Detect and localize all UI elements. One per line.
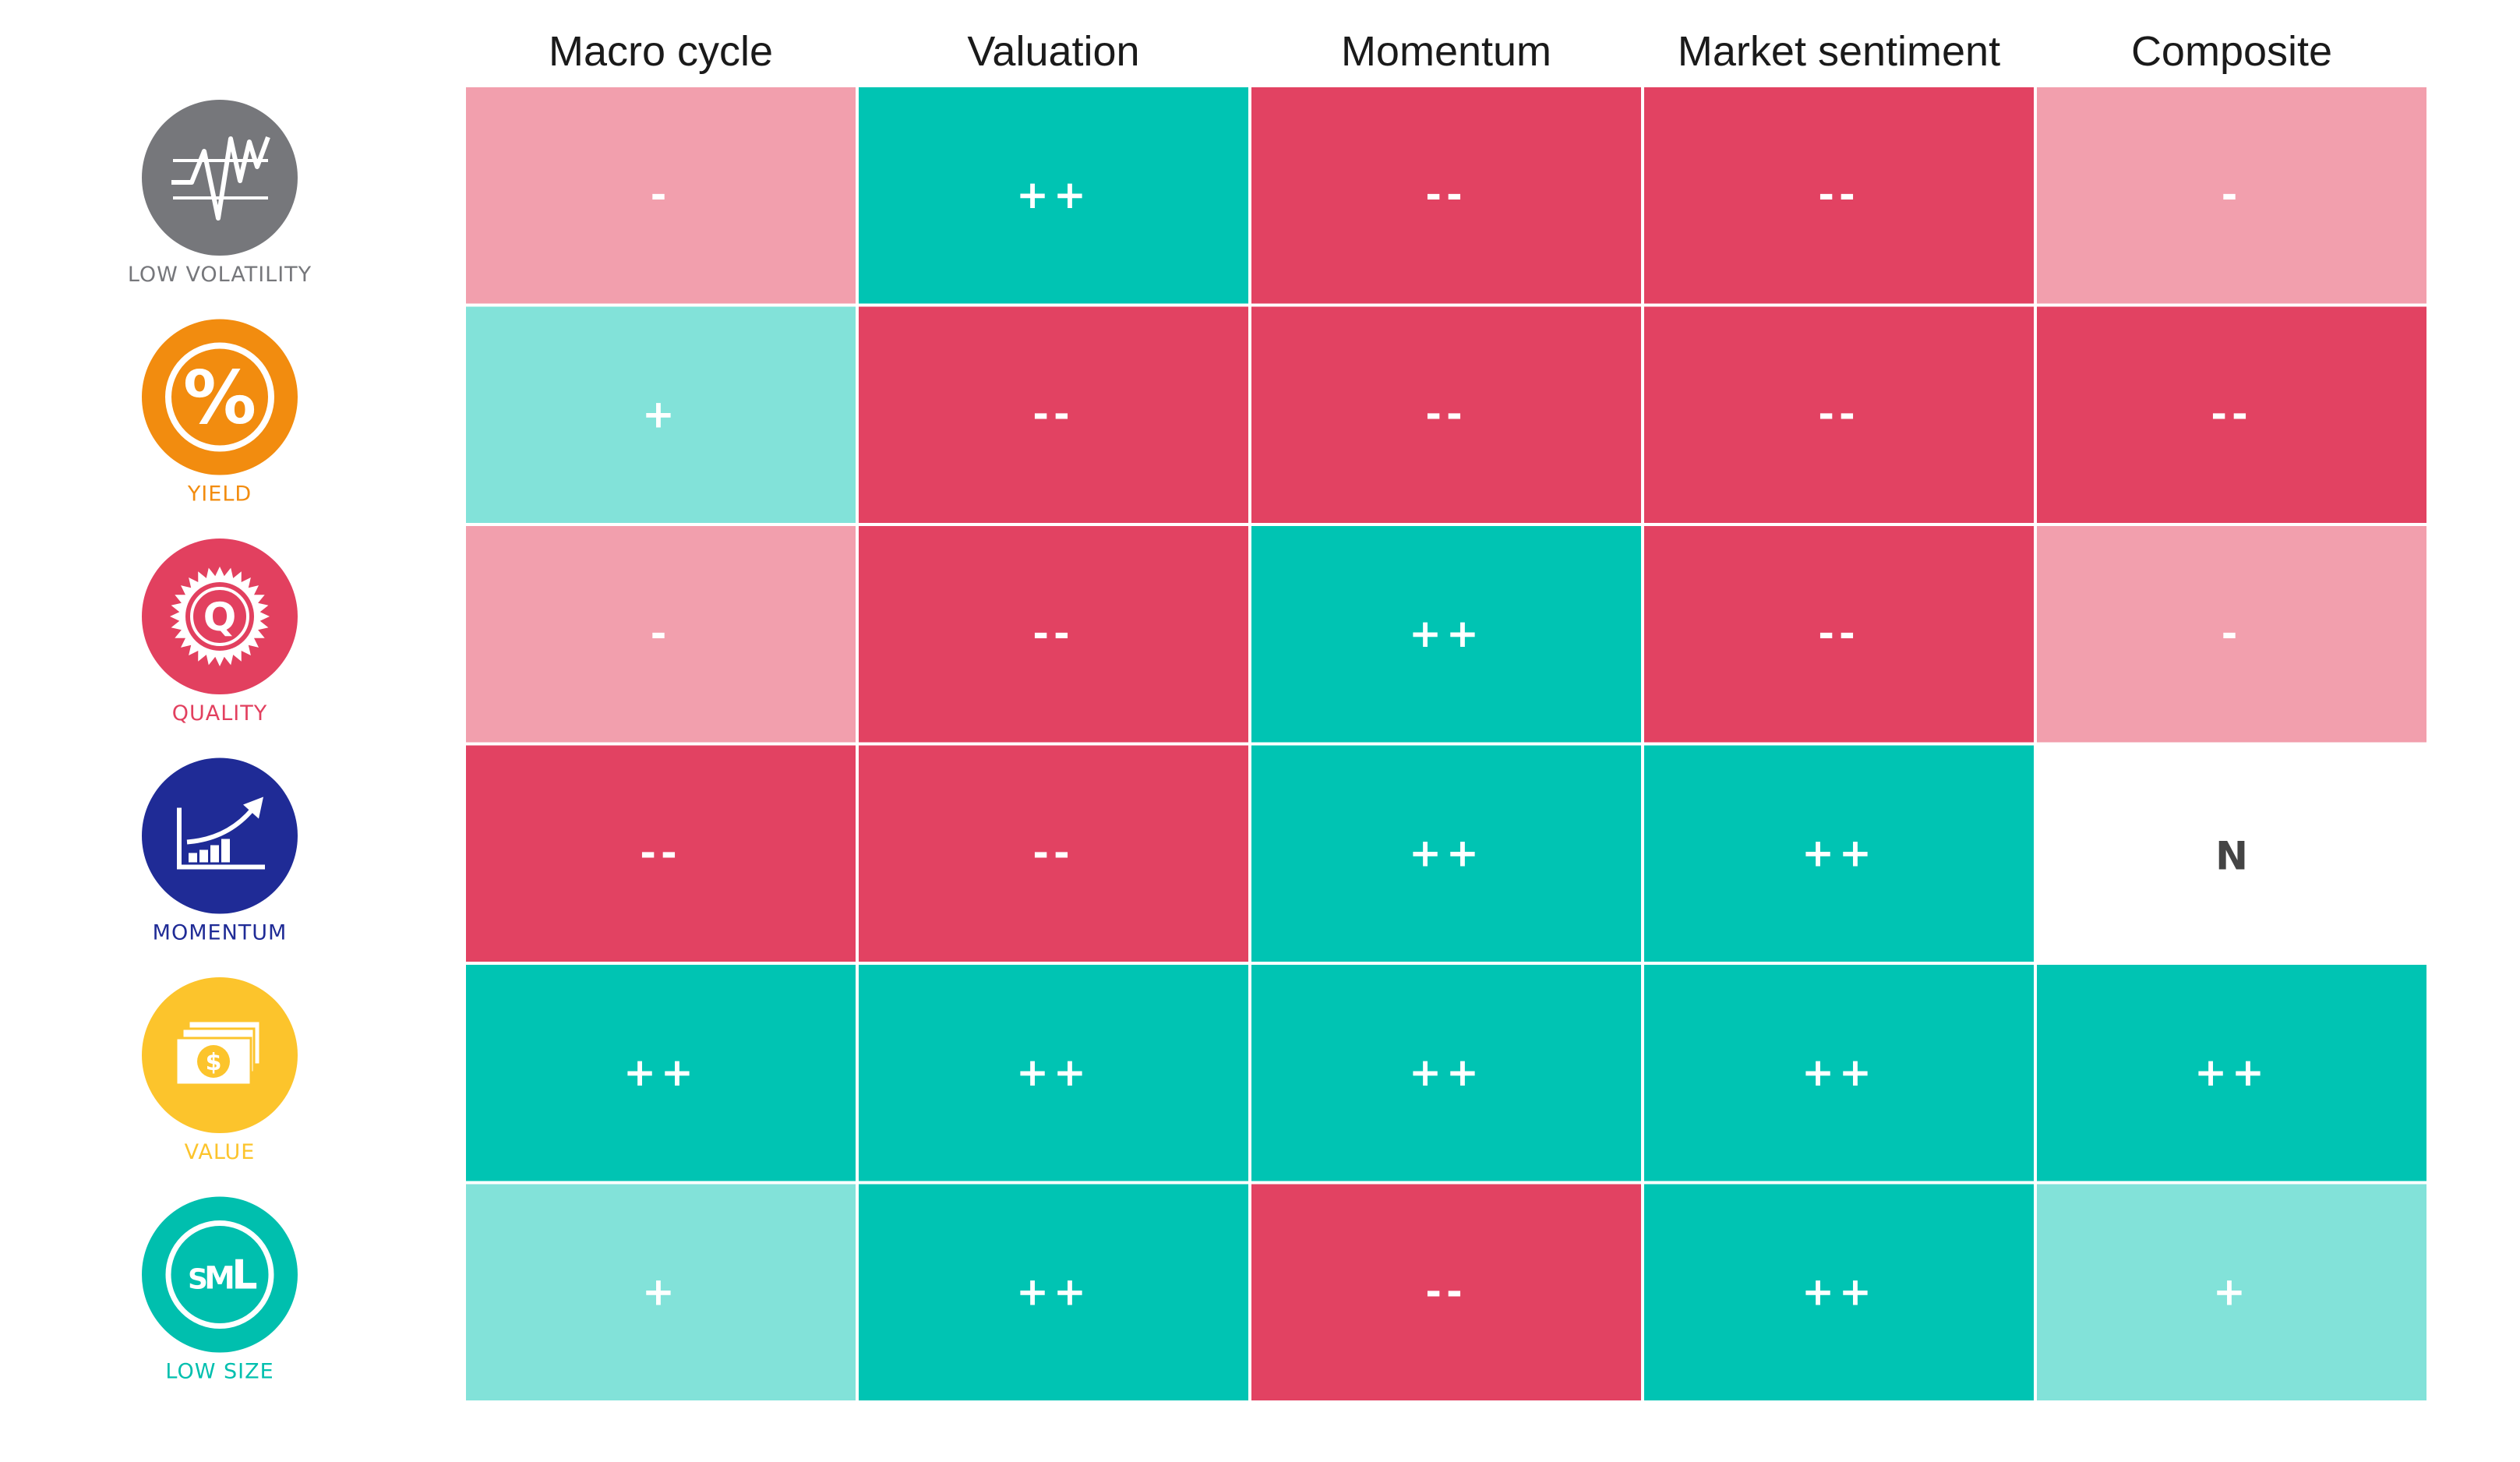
cell-label: ++ bbox=[1802, 830, 1876, 875]
heatmap-cell bbox=[1248, 1181, 1644, 1404]
heatmap-cell bbox=[856, 1181, 1251, 1404]
row-label: LOW SIZE bbox=[165, 1360, 274, 1384]
heatmap-cell bbox=[2034, 962, 2430, 1185]
heatmap-cell bbox=[1641, 523, 2037, 746]
cell-label: ++ bbox=[1802, 1050, 1876, 1095]
cell-label: -- bbox=[1425, 391, 1467, 436]
svg-text:%: % bbox=[183, 356, 256, 441]
heatmap-cell bbox=[1248, 523, 1644, 746]
heatmap-cell bbox=[1248, 84, 1644, 307]
cell-label: -- bbox=[640, 830, 682, 875]
heatmap-cell bbox=[463, 303, 859, 526]
heatmap-cell bbox=[2034, 1181, 2430, 1404]
heatmap-cell bbox=[856, 962, 1251, 1185]
cell-label: ++ bbox=[1409, 1050, 1484, 1095]
cell-label: - bbox=[2222, 172, 2243, 217]
heatmap-cell bbox=[856, 523, 1251, 746]
svg-text:Q: Q bbox=[203, 595, 237, 640]
cell-label: -- bbox=[1818, 391, 1860, 436]
heatmap-cell bbox=[1641, 1181, 2037, 1404]
column-headers: Macro cycle Valuation Momentum Market senti… bbox=[549, 28, 2332, 75]
column-header: Valuation bbox=[967, 28, 1139, 75]
cell-label: -- bbox=[1425, 172, 1467, 217]
sml-icon: SML bbox=[142, 1196, 298, 1353]
heatmap-cell bbox=[856, 84, 1251, 307]
cell-label: ++ bbox=[1409, 830, 1484, 875]
percent-icon: % bbox=[142, 319, 298, 475]
svg-text:$: $ bbox=[206, 1049, 222, 1076]
cell-label: ++ bbox=[2194, 1050, 2269, 1095]
heatmap-cell bbox=[2034, 523, 2430, 746]
quality-seal-icon: Q bbox=[142, 539, 298, 694]
cell-label: - bbox=[651, 611, 672, 656]
row-label: VALUE bbox=[185, 1140, 256, 1164]
heatmap-cell bbox=[1248, 962, 1644, 1185]
cell-label: - bbox=[2222, 611, 2243, 656]
heatmap-cell bbox=[1641, 742, 2037, 965]
cell-label: -- bbox=[1818, 172, 1860, 217]
dollar-bill-icon: $ bbox=[142, 977, 298, 1133]
cell-label: ++ bbox=[1409, 611, 1484, 656]
cell-label: N bbox=[2215, 833, 2248, 878]
svg-text:S: S bbox=[188, 1264, 208, 1296]
cell-label: + bbox=[2213, 1269, 2250, 1314]
cell-label: ++ bbox=[1802, 1269, 1876, 1314]
low-volatility-icon bbox=[142, 100, 298, 256]
svg-text:L: L bbox=[231, 1252, 257, 1299]
heatmap-cell bbox=[1641, 84, 2037, 307]
cell-label: - bbox=[651, 172, 672, 217]
cell-label: -- bbox=[1032, 391, 1075, 436]
cell-label: -- bbox=[1032, 611, 1075, 656]
heatmap-cell bbox=[463, 742, 859, 965]
heatmap-cell bbox=[2034, 303, 2430, 526]
heatmap-grid: - ++ -- -- -+ -- -- -- --- -- ++ -- --- -- ++ ++ N++ ++ ++… bbox=[463, 84, 2430, 1404]
cell-label: ++ bbox=[1016, 1269, 1091, 1314]
row-label: QUALITY bbox=[172, 701, 267, 726]
row-label: LOW VOLATILITY bbox=[128, 263, 312, 287]
heatmap-cell bbox=[2034, 742, 2430, 965]
cell-label: ++ bbox=[1016, 172, 1091, 217]
row-label: MOMENTUM bbox=[153, 921, 288, 945]
heatmap-cell bbox=[1248, 742, 1644, 965]
row-icons: LOW VOLATILITY% YIELD Q QUALITY MOMENTUM $ VAL… bbox=[128, 100, 312, 1384]
heatmap-cell bbox=[463, 962, 859, 1185]
cell-label: -- bbox=[1032, 830, 1075, 875]
heatmap-cell bbox=[463, 84, 859, 307]
heatmap-cell bbox=[2034, 84, 2430, 307]
cell-label: + bbox=[642, 391, 679, 436]
rising-chart-icon bbox=[142, 757, 298, 914]
column-header: Macro cycle bbox=[549, 28, 773, 75]
column-header: Market sentiment bbox=[1678, 28, 2000, 75]
heatmap-cell bbox=[1248, 303, 1644, 526]
cell-label: -- bbox=[1818, 611, 1860, 656]
column-header: Composite bbox=[2131, 28, 2332, 75]
cell-label: -- bbox=[2211, 391, 2253, 436]
column-header: Momentum bbox=[1341, 28, 1551, 75]
row-label: YIELD bbox=[187, 482, 252, 507]
cell-label: + bbox=[642, 1269, 679, 1314]
cell-label: -- bbox=[1425, 1269, 1467, 1314]
heatmap-cell bbox=[856, 742, 1251, 965]
cell-label: ++ bbox=[1016, 1050, 1091, 1095]
svg-text:M: M bbox=[204, 1261, 235, 1297]
cell-label: ++ bbox=[623, 1050, 698, 1095]
